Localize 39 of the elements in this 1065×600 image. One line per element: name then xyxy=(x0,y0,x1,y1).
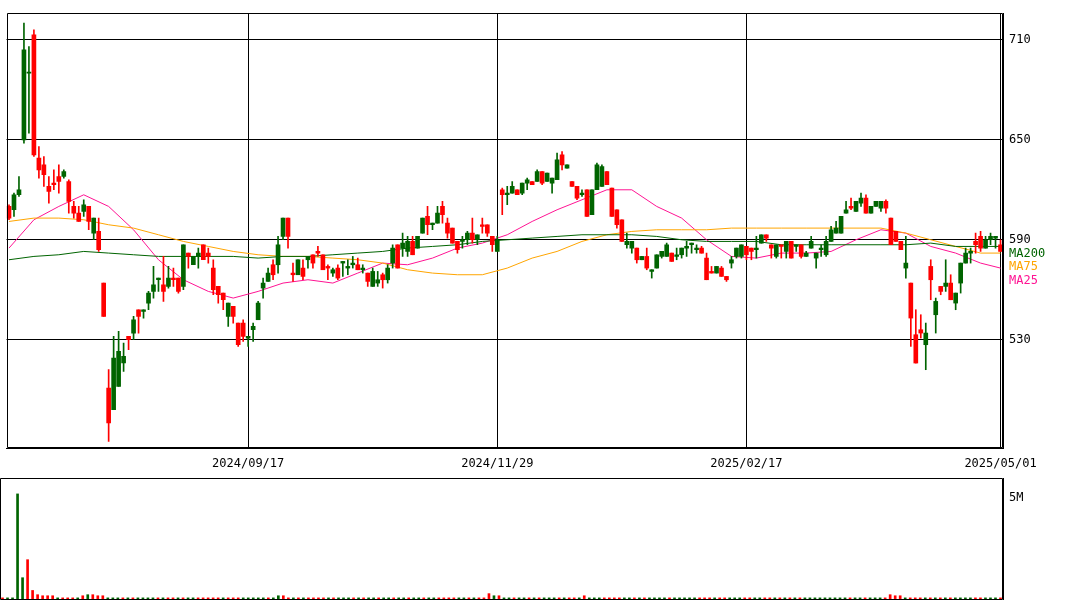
candlestick xyxy=(345,259,351,276)
candlestick xyxy=(46,176,52,204)
x-tick-label: 2025/02/17 xyxy=(710,456,783,471)
bar xyxy=(898,595,902,600)
x-tick-label: 2024/11/29 xyxy=(461,456,534,471)
bar xyxy=(96,595,100,600)
series-label: MA75 xyxy=(1009,259,1038,274)
y-tick-label: 530 xyxy=(1009,331,1031,346)
candlestick xyxy=(56,164,62,194)
series-label: MA25 xyxy=(1009,273,1038,288)
bar xyxy=(21,577,24,600)
bar xyxy=(81,595,85,600)
bar xyxy=(36,594,39,600)
bar xyxy=(101,595,105,600)
bar xyxy=(46,595,49,600)
candlestick xyxy=(778,244,784,259)
bar xyxy=(91,594,95,600)
candlestick xyxy=(340,261,346,277)
bar xyxy=(282,595,285,600)
candlestick xyxy=(360,264,366,274)
candlestick xyxy=(499,187,505,216)
text: 5M xyxy=(1009,490,1024,505)
bar xyxy=(86,594,90,600)
bar xyxy=(26,559,29,600)
bar xyxy=(277,595,280,600)
candlestick xyxy=(943,259,949,292)
bar xyxy=(16,493,19,600)
series-label: MA200 xyxy=(1009,245,1046,260)
y-tick-label: 650 xyxy=(1009,131,1031,146)
y-tick-label: 710 xyxy=(1009,31,1031,46)
candlestick xyxy=(504,186,510,206)
bar xyxy=(31,590,34,600)
x-tick-label: 2025/05/01 xyxy=(964,456,1037,471)
bar xyxy=(41,595,44,600)
x-tick-label: 2024/09/17 xyxy=(212,456,285,471)
y-tick-label: 590 xyxy=(1009,231,1031,246)
bar xyxy=(893,595,897,600)
bar xyxy=(51,595,54,600)
bar xyxy=(582,595,586,600)
